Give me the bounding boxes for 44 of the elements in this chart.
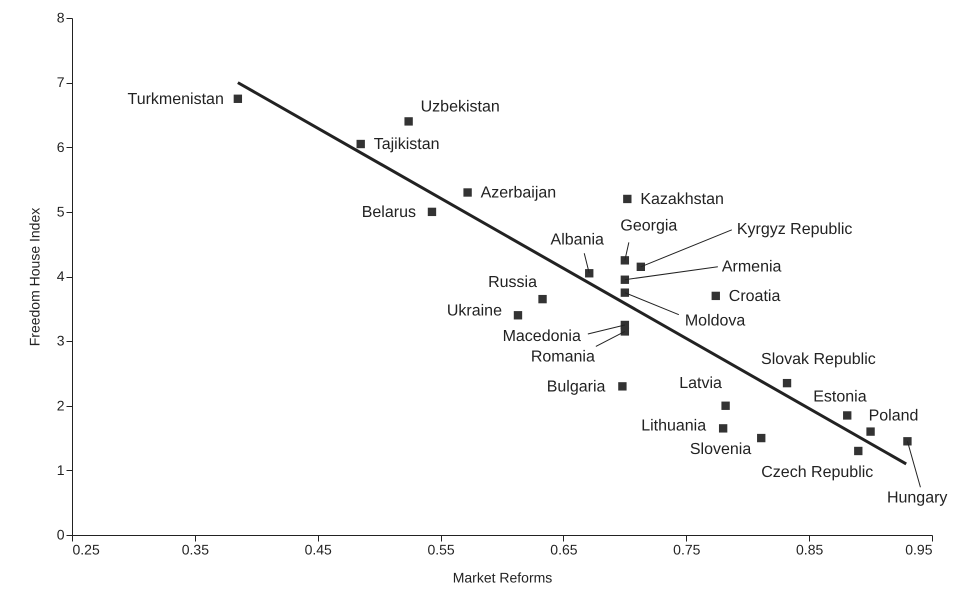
y-tick-label: 8 [56, 10, 65, 26]
annotation: Uzbekistan [420, 98, 500, 116]
annotation: Kazakhstan [640, 190, 724, 208]
annotation: Estonia [813, 388, 867, 406]
annotation: Turkmenistan [128, 90, 224, 108]
y-tick-label: 5 [56, 203, 65, 220]
annotation: Slovak Republic [761, 351, 876, 368]
x-tick-label: 0.95 [905, 542, 933, 558]
annotation: Albania [550, 231, 604, 248]
x-tick-label: 0.75 [673, 542, 701, 558]
y-tick-label: 0 [56, 526, 65, 542]
annotation: Lithuania [641, 417, 706, 434]
annotation: Tajikistan [374, 136, 440, 154]
y-tick-label: 6 [56, 138, 65, 155]
annotation: Slovenia [690, 441, 752, 458]
y-tick-label: 3 [56, 332, 65, 349]
x-tick-label: 0.85 [796, 542, 824, 558]
y-tick-label: 7 [56, 74, 65, 90]
annotation: Ukraine [446, 302, 502, 320]
x-axis-title: Market Reforms [452, 570, 552, 586]
annotation: Georgia [620, 217, 678, 234]
annotation: Hungary [886, 489, 948, 506]
x-tick-label: 0.35 [182, 542, 210, 558]
annotation: Bulgaria [546, 378, 606, 396]
annotation: Poland [868, 408, 918, 425]
x-tick-label: 0.45 [304, 542, 332, 558]
annotation: Belarus [362, 204, 416, 221]
x-tick-label: 0.55 [427, 542, 455, 558]
annotation: Armenia [722, 258, 782, 276]
x-tick-label: 0.65 [550, 542, 578, 558]
y-tick-label: 4 [56, 268, 65, 284]
y-tick-label: 2 [56, 397, 65, 414]
annotation: Moldova [684, 312, 746, 330]
y-tick-label: 1 [56, 462, 65, 478]
y-axis-title: Freedom House Index [26, 208, 43, 346]
annotation: Croatia [728, 288, 780, 305]
annotation: Romania [530, 348, 595, 366]
annotation: Latvia [679, 374, 722, 392]
annotation: Kyrgyz Republic [736, 220, 852, 238]
annotation: Macedonia [502, 328, 581, 345]
annotation: Czech Republic [761, 464, 874, 481]
annotation: Russia [488, 274, 538, 292]
annotation: Azerbaijan [480, 184, 556, 202]
x-tick-label: 0.25 [72, 542, 100, 558]
